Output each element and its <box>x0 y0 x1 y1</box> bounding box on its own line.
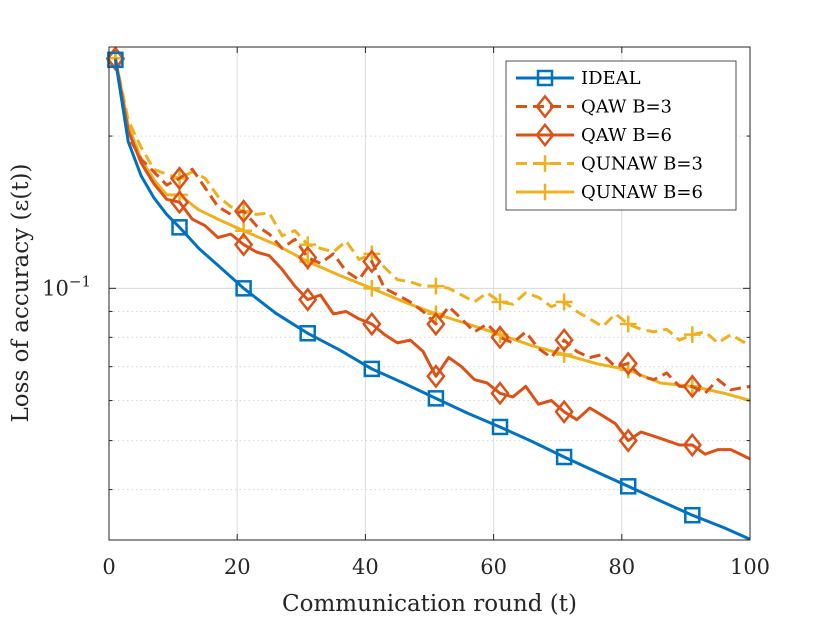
legend-label: QUNAW B=6 <box>581 182 703 203</box>
data-point-marker <box>683 326 701 344</box>
data-point-marker <box>619 478 637 495</box>
legend-label: QAW B=3 <box>581 97 672 118</box>
data-point-marker <box>298 245 318 270</box>
legend-marker-sample <box>535 122 555 148</box>
data-point-marker <box>554 327 574 353</box>
legend-label: QAW B=6 <box>581 125 672 146</box>
data-point-marker <box>619 315 637 333</box>
data-point-marker <box>682 432 702 458</box>
data-point-marker <box>363 279 381 297</box>
legend-label: IDEAL <box>581 68 641 89</box>
data-point-marker <box>107 51 124 69</box>
data-point-marker <box>427 390 445 407</box>
data-point-marker <box>299 236 317 254</box>
data-point-marker <box>554 399 574 424</box>
legend-entry: IDEAL <box>516 68 641 89</box>
series-ideal <box>107 51 751 541</box>
series-line <box>113 59 751 541</box>
data-point-marker <box>299 325 316 342</box>
series-qunaw-b-3 <box>107 49 751 347</box>
data-point-marker <box>233 199 254 224</box>
legend-entry: QUNAW B=6 <box>516 182 703 203</box>
legend-marker-sample <box>536 69 554 87</box>
x-tick-label: 60 <box>480 555 507 579</box>
data-point-marker <box>491 293 509 311</box>
series-layer <box>105 46 751 541</box>
legend-entry: QUNAW B=3 <box>516 154 703 175</box>
data-point-marker <box>363 245 381 263</box>
data-point-marker <box>426 364 446 389</box>
data-point-marker <box>427 277 445 295</box>
data-point-marker <box>363 360 381 378</box>
data-point-marker <box>298 287 318 312</box>
data-point-marker <box>490 325 510 350</box>
data-point-marker <box>618 428 638 453</box>
data-point-marker <box>555 293 573 311</box>
legend-marker-sample <box>535 94 555 119</box>
x-tick-label: 100 <box>730 555 770 579</box>
data-point-marker <box>555 448 573 466</box>
x-tick-label: 0 <box>102 555 115 579</box>
data-point-marker <box>426 311 446 337</box>
series-line <box>113 58 751 461</box>
data-point-marker <box>233 232 254 257</box>
y-axis-title-text: Loss of accuracy (ε(t)) <box>8 164 34 423</box>
x-axis-title: Communication round (t) <box>282 591 577 617</box>
legend-marker-sample <box>536 183 554 201</box>
data-point-marker <box>490 381 510 406</box>
legend-marker-sample <box>536 155 554 172</box>
legend-label: QUNAW B=3 <box>581 154 703 175</box>
axes-box <box>108 46 751 541</box>
data-point-marker <box>362 249 382 274</box>
data-point-marker <box>169 166 190 191</box>
series-qaw-b-6 <box>105 46 751 461</box>
data-point-marker <box>235 280 252 297</box>
y-tick-label-exponent: −1 <box>69 272 91 290</box>
y-axis-title: Loss of accuracy (ε(t)) <box>8 164 34 423</box>
x-tick-label: 80 <box>608 555 635 579</box>
legend-entry: QAW B=6 <box>516 122 672 148</box>
x-axis-title-text: Communication round (t) <box>282 591 577 617</box>
legend-entry: QAW B=3 <box>516 94 672 119</box>
data-point-marker <box>362 311 382 337</box>
x-tick-label: 20 <box>224 555 251 579</box>
y-tick-label-base: 10 <box>42 276 69 300</box>
tick-labels: 0 20 40 60 80 100 10−1 <box>42 272 770 579</box>
data-point-marker <box>618 351 638 376</box>
y-tick-label: 10−1 <box>42 272 91 300</box>
data-point-marker <box>682 374 702 399</box>
data-point-marker <box>169 190 190 215</box>
series-line <box>113 58 751 395</box>
data-point-marker <box>684 506 701 524</box>
legend: IDEAL QAW B=3 QAW B=6 QUNAW B=3 QUNAW B=6 <box>505 60 737 211</box>
data-point-marker <box>171 219 188 236</box>
tick-marks <box>108 47 751 540</box>
x-tick-label: 40 <box>352 555 379 579</box>
data-point-marker <box>491 418 509 436</box>
